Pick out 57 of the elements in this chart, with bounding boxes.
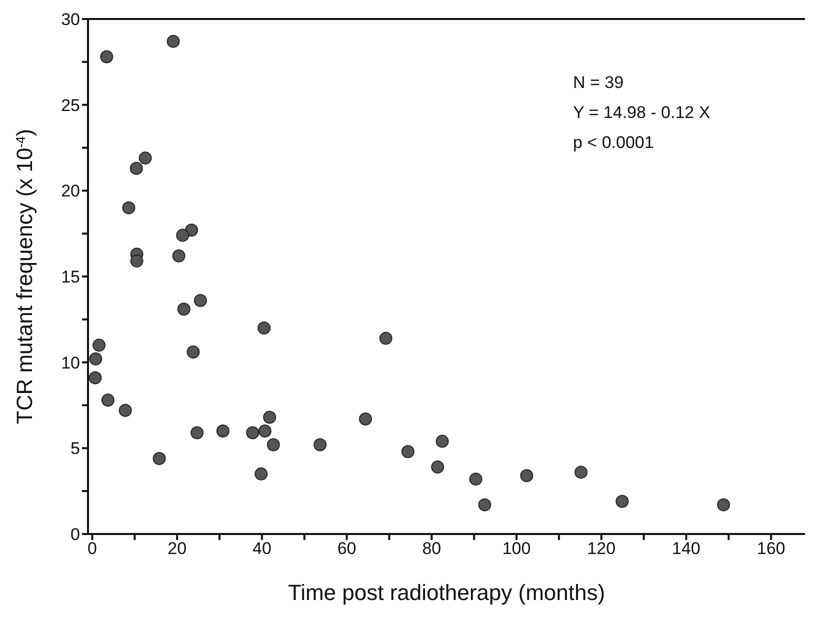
- point: [258, 424, 272, 438]
- point: [314, 438, 327, 452]
- x-tick-label: 140: [672, 539, 700, 558]
- point: [138, 152, 152, 165]
- point: [216, 424, 230, 438]
- point: [92, 338, 106, 352]
- point: [401, 445, 414, 458]
- annotation: N = 39: [573, 72, 625, 94]
- point: [130, 162, 143, 175]
- x-tick-label: 40: [252, 539, 272, 558]
- x-tick-label: 100: [502, 539, 531, 558]
- point: [478, 498, 492, 512]
- x-tick-label: 120: [587, 539, 616, 558]
- point: [266, 438, 280, 452]
- point: [177, 302, 190, 316]
- point: [194, 294, 207, 308]
- y-tick-label: 20: [61, 182, 80, 201]
- point: [574, 466, 588, 479]
- point: [130, 254, 144, 268]
- point: [122, 201, 136, 214]
- point: [258, 322, 271, 334]
- x-tick-label: 160: [756, 539, 786, 558]
- point: [358, 412, 372, 426]
- point: [717, 498, 730, 512]
- point: [436, 434, 449, 448]
- point: [101, 394, 114, 407]
- y-tick-label: 15: [61, 268, 80, 287]
- point: [190, 426, 204, 440]
- y-tick-label: 5: [70, 439, 80, 458]
- y-tick-label: 25: [61, 96, 80, 115]
- point: [246, 426, 260, 440]
- point: [89, 352, 102, 366]
- point: [379, 332, 392, 345]
- annotation: p < 0.0001: [573, 132, 655, 154]
- x-tick-label: 0: [88, 539, 97, 558]
- point: [152, 452, 166, 465]
- point: [172, 249, 186, 262]
- x-tick-label: 80: [422, 539, 442, 558]
- point: [263, 410, 276, 424]
- point: [616, 494, 629, 508]
- point: [431, 460, 444, 474]
- point: [118, 404, 132, 417]
- point: [166, 34, 180, 48]
- point: [100, 50, 114, 64]
- x-axis-title: Time post radiotherapy (months): [288, 580, 606, 605]
- point: [186, 346, 200, 359]
- annotation: Y = 14.98 - 0.12 X: [573, 102, 710, 124]
- point: [469, 472, 482, 486]
- point: [176, 228, 190, 242]
- point: [88, 371, 102, 384]
- x-tick-label: 60: [337, 539, 356, 558]
- y-tick-label: 0: [70, 525, 80, 544]
- x-tick-label: 20: [168, 539, 187, 558]
- point: [254, 467, 268, 480]
- y-tick-label: 10: [61, 353, 80, 372]
- point: [520, 469, 534, 482]
- y-tick-label: 30: [61, 10, 80, 30]
